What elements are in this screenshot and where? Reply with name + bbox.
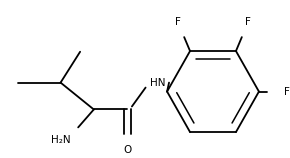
Text: H₂N: H₂N xyxy=(51,135,70,145)
Text: F: F xyxy=(175,17,181,27)
Text: HN: HN xyxy=(150,78,165,88)
Text: F: F xyxy=(284,87,290,97)
Text: O: O xyxy=(123,145,131,155)
Text: F: F xyxy=(245,17,251,27)
